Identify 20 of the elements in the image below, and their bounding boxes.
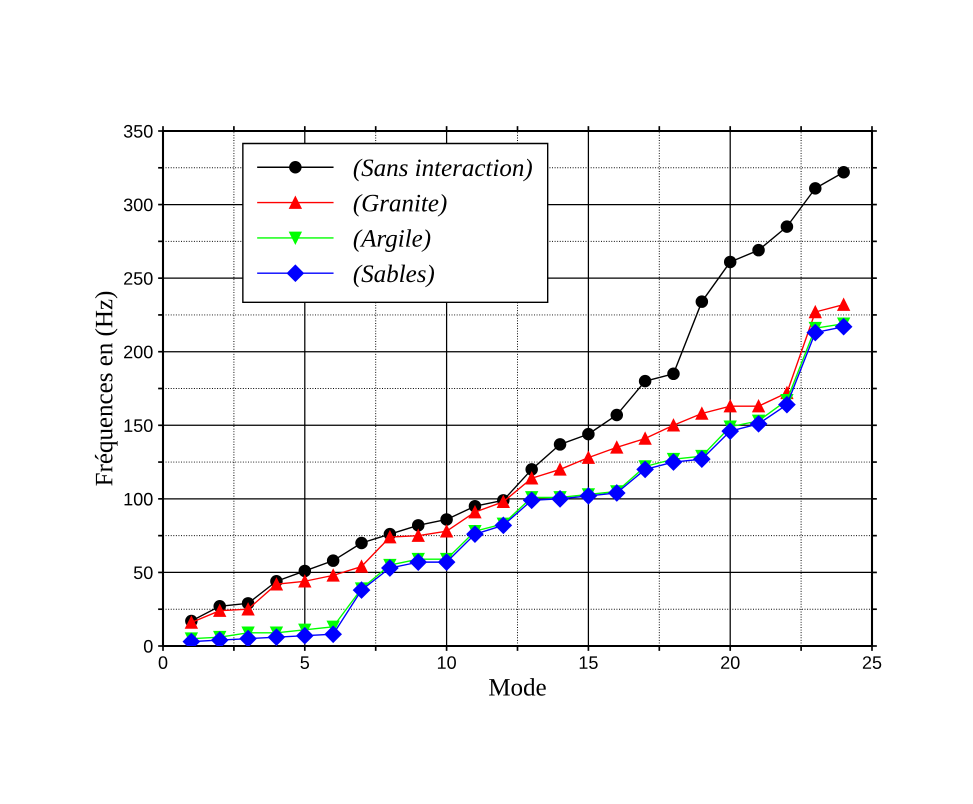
y-axis-title: Fréquences en (Hz) [94, 292, 118, 486]
legend-label: (Granite) [354, 194, 447, 217]
x-tick-label: 5 [300, 656, 310, 669]
x-tick-label: 20 [721, 656, 740, 669]
y-tick-label: 200 [124, 346, 153, 358]
y-tick-label: 250 [124, 272, 153, 285]
x-tick-label: 10 [438, 656, 456, 669]
legend-label: (Sans interaction) [354, 158, 532, 182]
x-tick-label: 25 [862, 656, 882, 669]
x-axis-title: Mode [489, 678, 546, 696]
y-tick-label: 100 [124, 492, 153, 506]
y-tick-label: 0 [144, 640, 153, 653]
y-tick-label: 350 [124, 124, 153, 138]
y-tick-label: 50 [134, 566, 153, 580]
x-tick-label: 0 [158, 656, 168, 669]
legend-label: (Sables) [354, 264, 434, 288]
x-tick-label: 15 [580, 656, 598, 669]
y-tick-label: 300 [124, 198, 153, 212]
legend-label: (Argile) [354, 229, 430, 252]
y-tick-label: 150 [124, 419, 153, 432]
